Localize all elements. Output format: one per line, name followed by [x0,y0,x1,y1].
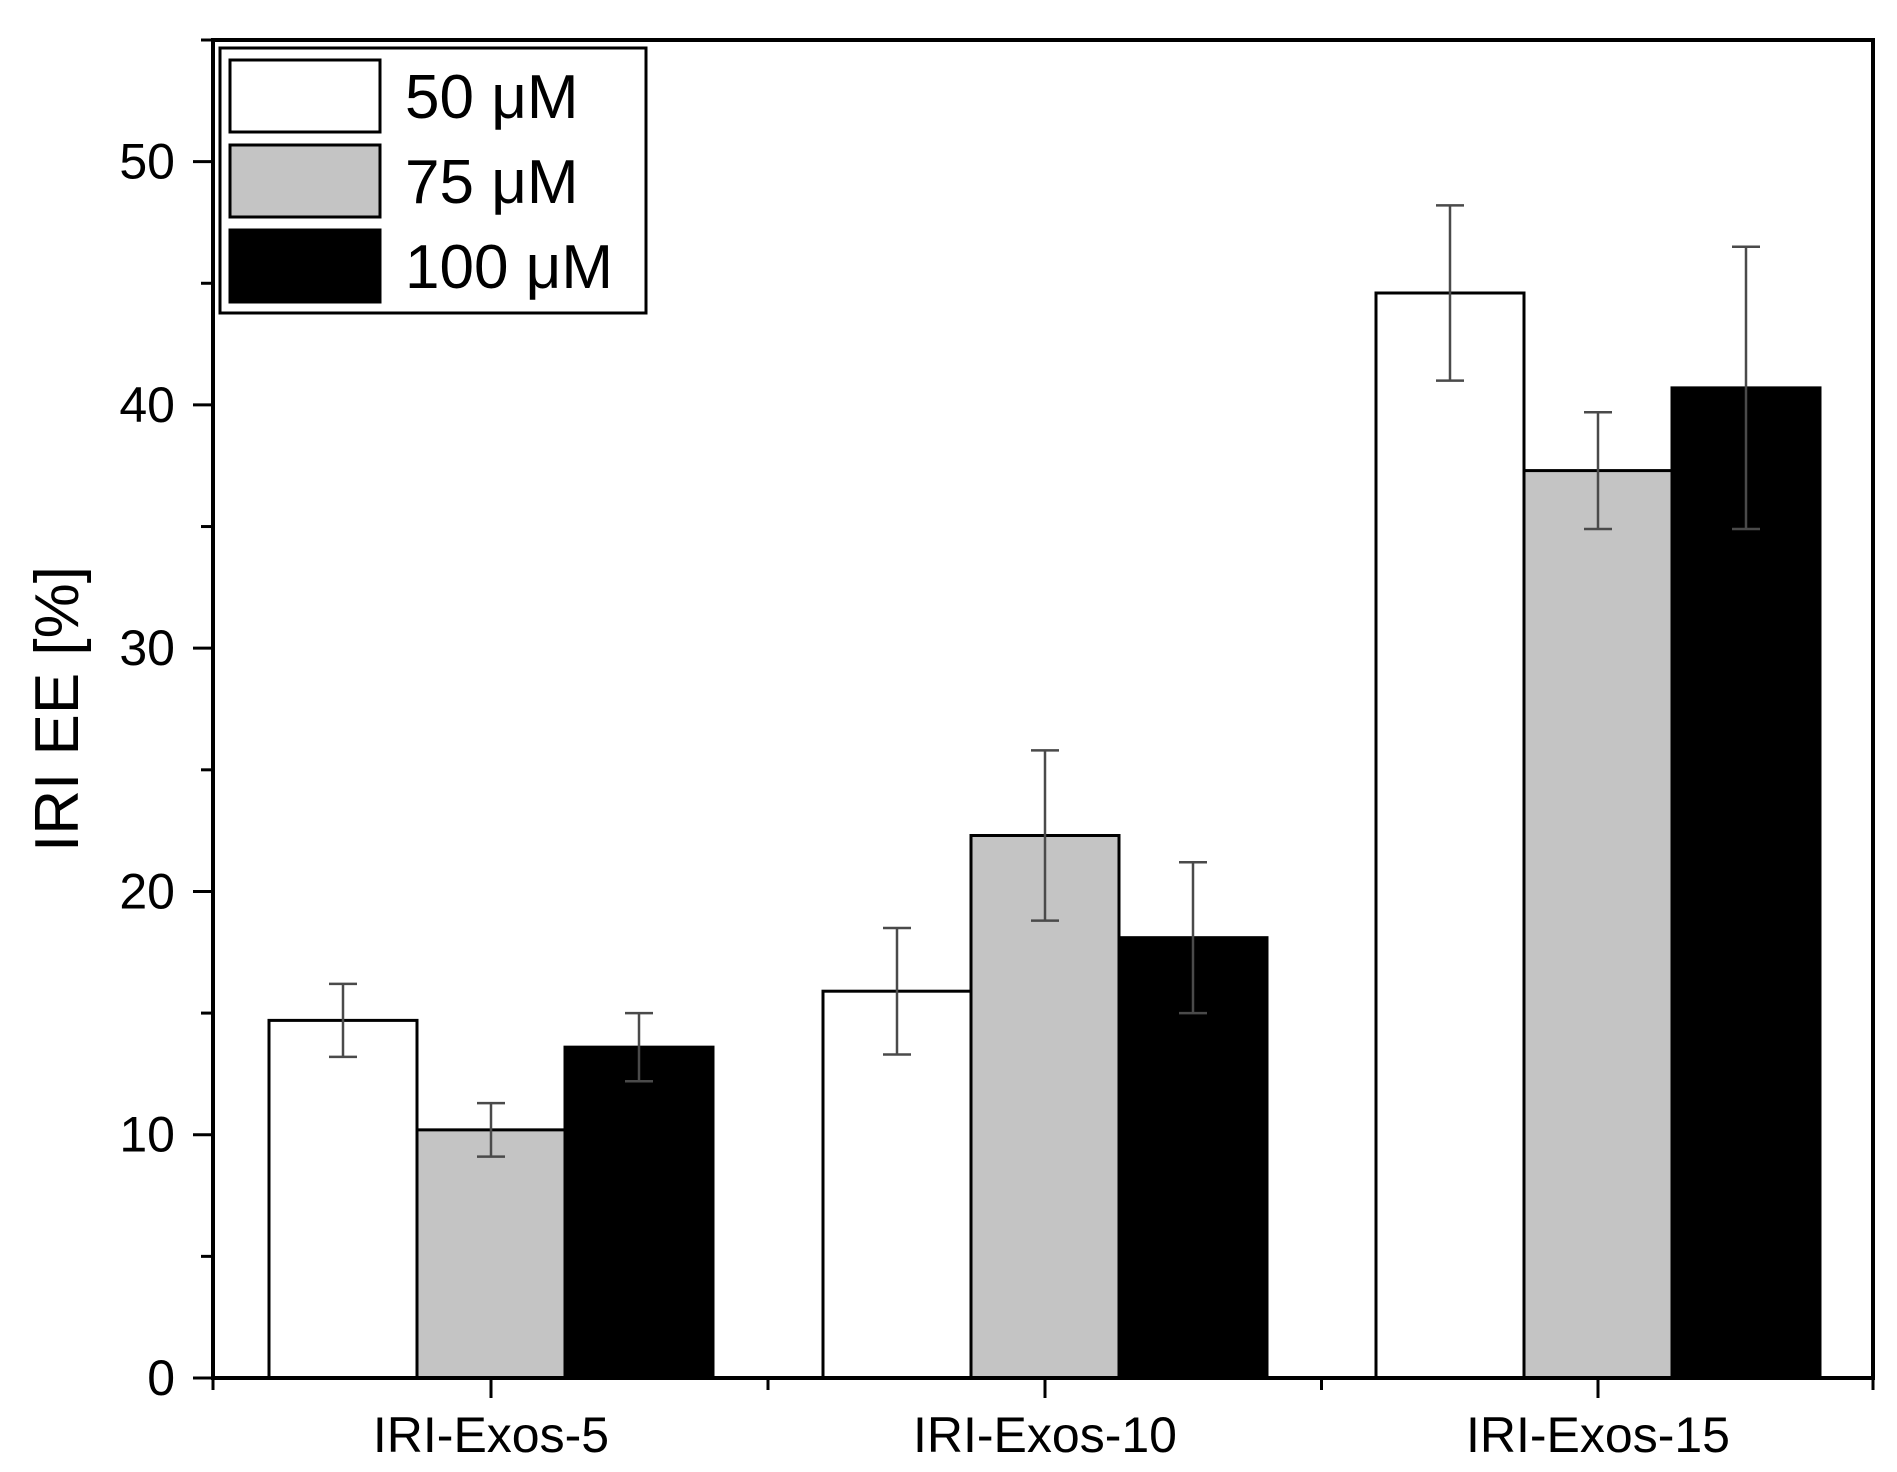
y-tick-label: 10 [119,1107,175,1163]
error-bar-3-2 [1179,861,1207,1015]
y-tick-label: 20 [119,863,175,919]
legend-label-75uM: 75 μM [405,148,579,217]
error-bar-1-3 [1436,204,1464,382]
bar-2-3 [1522,469,1674,1380]
y-axis-title: IRI EE [%] [23,566,92,852]
bar-1-1 [267,1018,419,1380]
plot-frame [211,38,1875,1380]
y-tick-label: 30 [119,620,175,676]
legend-label-50uM: 50 μM [405,63,579,132]
x-tick-label: IRI-Exos-5 [373,1407,609,1463]
error-bar-1-1 [329,982,357,1059]
legend-swatch-100uM [228,228,382,304]
legend-swatch-75uM [228,143,382,219]
x-tick-label: IRI-Exos-15 [1466,1407,1730,1463]
error-bar-2-3 [1584,410,1612,531]
error-bar-2-2 [1031,749,1059,922]
x-tick-label: IRI-Exos-10 [913,1407,1177,1463]
axes-layer: 0 10 20 30 40 50 IRI-Exos-5 IRI-Exos-10 IRI-Exos… [119,38,1875,1463]
legend: 50 μM 75 μM 100 μM [218,46,648,315]
error-bar-2-1 [477,1101,505,1158]
y-tick-label: 40 [119,377,175,433]
error-bars-layer [329,204,1760,1158]
y-tick-label: 0 [147,1350,175,1406]
bar-2-1 [415,1128,567,1380]
error-bar-3-3 [1732,245,1760,531]
bar-2-2 [969,834,1121,1380]
error-bar-3-1 [625,1011,653,1083]
bar-1-3 [1374,291,1526,1380]
legend-swatch-50uM [228,58,382,134]
y-tick-label: 50 [119,134,175,190]
error-bar-1-2 [883,926,911,1056]
legend-label-100uM: 100 μM [405,233,613,302]
bar-3-3 [1670,386,1822,1380]
bar-3-1 [563,1045,715,1380]
